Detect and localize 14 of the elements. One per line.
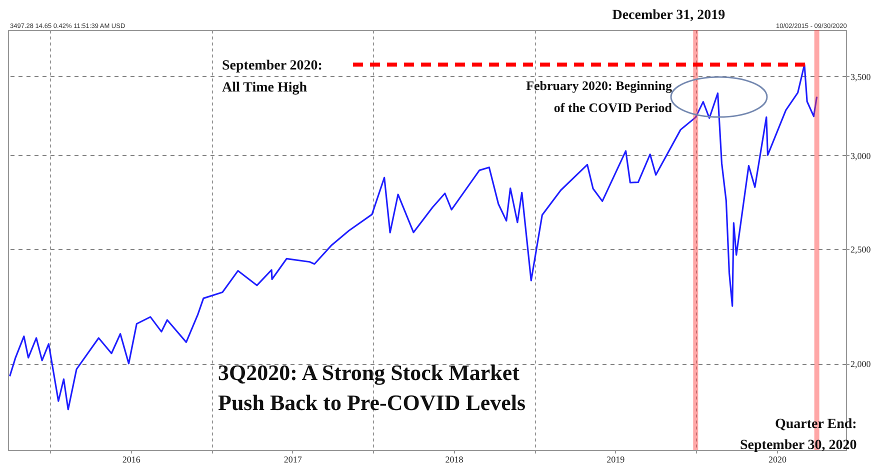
ref-line-label: December 31, 2019: [612, 8, 726, 23]
y-tick-label: 2,000: [850, 359, 872, 370]
x-tick-label: 2019: [606, 454, 626, 464]
x-tick-label: 2018: [445, 454, 464, 464]
x-tick-label: 2017: [284, 454, 302, 464]
annotation: February 2020: Beginning of the COVID Period: [526, 78, 673, 115]
text: 3Q2020: A Strong Stock Market Push Back to Pre-COVID Levels: [218, 360, 526, 415]
ref-line-label: September 2020: All Time High: [222, 58, 322, 96]
y-tick-label: 3,000: [850, 150, 872, 161]
x-tick-label: 2020: [768, 454, 788, 464]
y-tick-label: 3,500: [850, 72, 872, 82]
x-tick-label: 2016: [122, 454, 141, 464]
ref-line-label: Quarter End: September 30, 2020: [740, 417, 857, 453]
y-tick-label: 2,500: [850, 244, 872, 254]
